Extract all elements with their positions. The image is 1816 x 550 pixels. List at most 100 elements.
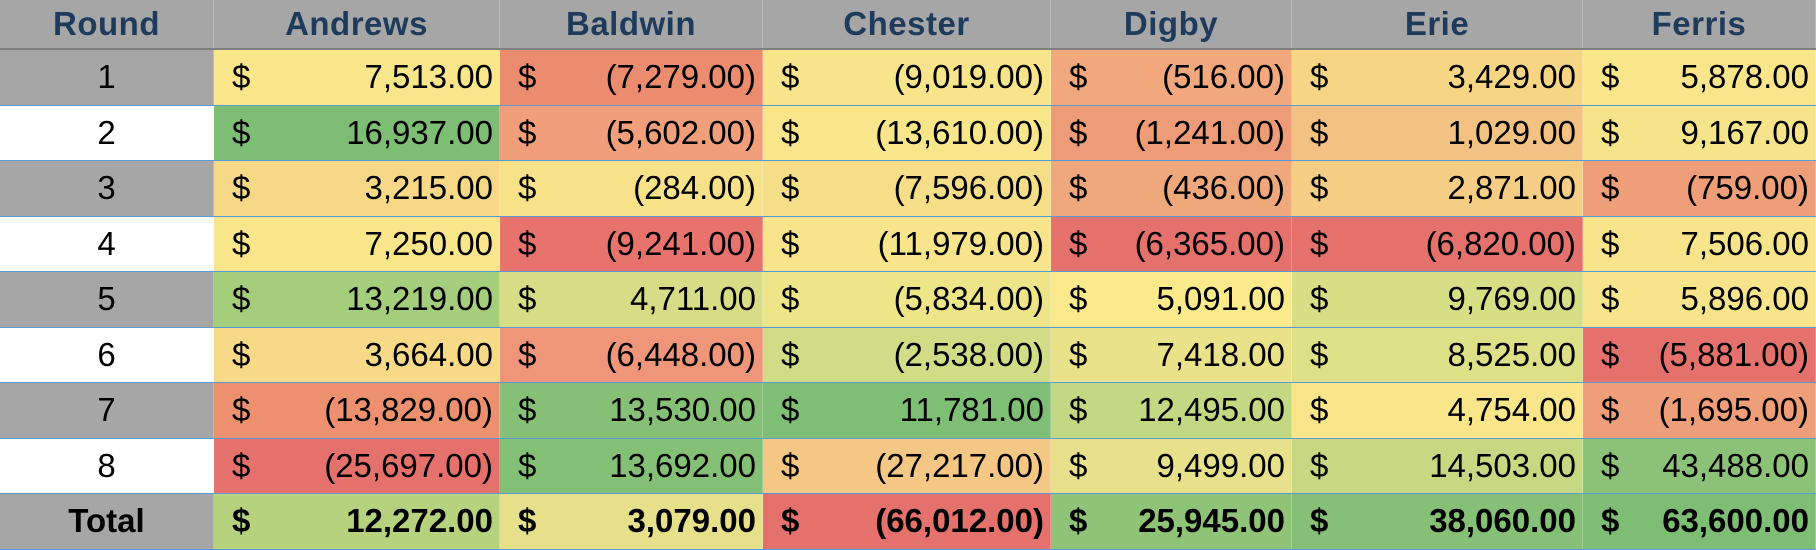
column-header-digby[interactable]: Digby [1051, 0, 1292, 48]
column-header-chester[interactable]: Chester [763, 0, 1051, 48]
cell-andrews[interactable]: $16,937.00 [214, 105, 500, 160]
cell-ferris[interactable]: $5,878.00 [1583, 50, 1816, 105]
cell-andrews[interactable]: $7,250.00 [214, 216, 500, 271]
cell-ferris[interactable]: $43,488.00 [1583, 438, 1816, 493]
currency-symbol: $ [1310, 502, 1329, 540]
cell-chester[interactable]: $ (2,538.00) [763, 327, 1051, 382]
row-label-cell[interactable]: 1 [0, 50, 214, 105]
table-row: 8 $ (25,697.00) $13,692.00 $ (27,217.00) $9,49… [0, 438, 1816, 494]
cell-erie[interactable]: $14,503.00 [1292, 438, 1583, 493]
cell-baldwin[interactable]: $ (6,448.00) [500, 327, 763, 382]
cell-ferris[interactable]: $5,896.00 [1583, 272, 1816, 327]
cell-digby[interactable]: $ (1,241.00) [1051, 105, 1292, 160]
cell-ferris[interactable]: $9,167.00 [1583, 105, 1816, 160]
cell-chester[interactable]: $11,781.00 [763, 383, 1051, 438]
cell-chester[interactable]: $ (11,979.00) [763, 216, 1051, 271]
cell-andrews[interactable]: $ (25,697.00) [214, 438, 500, 493]
cell-digby[interactable]: $ (436.00) [1051, 161, 1292, 216]
currency-symbol: $ [781, 169, 800, 207]
cell-ferris[interactable]: $ (1,695.00) [1583, 383, 1816, 438]
cell-andrews[interactable]: $ (13,829.00) [214, 383, 500, 438]
column-header-round[interactable]: Round [0, 0, 214, 48]
cell-digby[interactable]: $25,945.00 [1051, 494, 1292, 549]
cell-value: 2,871.00 [1447, 169, 1576, 207]
cell-value: 5,878.00 [1680, 58, 1809, 96]
cell-chester[interactable]: $ (27,217.00) [763, 438, 1051, 493]
cell-value: 3,215.00 [364, 169, 493, 207]
cell-digby[interactable]: $9,499.00 [1051, 438, 1292, 493]
cell-chester[interactable]: $ (66,012.00) [763, 494, 1051, 549]
cell-erie[interactable]: $8,525.00 [1292, 327, 1583, 382]
cell-digby[interactable]: $12,495.00 [1051, 383, 1292, 438]
cell-ferris[interactable]: $7,506.00 [1583, 216, 1816, 271]
currency-symbol: $ [1601, 502, 1620, 540]
currency-symbol: $ [781, 224, 800, 262]
cell-erie[interactable]: $1,029.00 [1292, 105, 1583, 160]
cell-baldwin[interactable]: $ (284.00) [500, 161, 763, 216]
cell-value: 14,503.00 [1429, 446, 1576, 484]
currency-symbol: $ [518, 113, 537, 151]
cell-andrews[interactable]: $13,219.00 [214, 272, 500, 327]
cell-baldwin[interactable]: $3,079.00 [500, 494, 763, 549]
column-header-andrews[interactable]: Andrews [214, 0, 500, 48]
cell-value: 5,091.00 [1156, 280, 1285, 318]
cell-ferris[interactable]: $ (5,881.00) [1583, 327, 1816, 382]
currency-symbol: $ [781, 502, 800, 540]
row-label-cell[interactable]: 7 [0, 383, 214, 438]
table-row: 6 $3,664.00 $ (6,448.00) $ (2,538.00) $7,418.0… [0, 327, 1816, 383]
row-label-cell[interactable]: Total [0, 494, 214, 549]
cell-erie[interactable]: $4,754.00 [1292, 383, 1583, 438]
cell-erie[interactable]: $9,769.00 [1292, 272, 1583, 327]
cell-chester[interactable]: $ (7,596.00) [763, 161, 1051, 216]
cell-baldwin[interactable]: $13,692.00 [500, 438, 763, 493]
cell-ferris[interactable]: $63,600.00 [1583, 494, 1816, 549]
cell-baldwin[interactable]: $ (7,279.00) [500, 50, 763, 105]
cell-andrews[interactable]: $3,215.00 [214, 161, 500, 216]
currency-symbol: $ [518, 169, 537, 207]
cell-chester[interactable]: $ (5,834.00) [763, 272, 1051, 327]
cell-andrews[interactable]: $3,664.00 [214, 327, 500, 382]
column-header-erie[interactable]: Erie [1292, 0, 1583, 48]
cell-erie[interactable]: $ (6,820.00) [1292, 216, 1583, 271]
cell-digby[interactable]: $7,418.00 [1051, 327, 1292, 382]
cell-value: 3,079.00 [627, 502, 756, 540]
column-header-baldwin[interactable]: Baldwin [500, 0, 763, 48]
cell-baldwin[interactable]: $4,711.00 [500, 272, 763, 327]
currency-symbol: $ [518, 224, 537, 262]
currency-symbol: $ [1069, 58, 1088, 96]
currency-symbol: $ [1069, 280, 1088, 318]
cell-baldwin[interactable]: $ (9,241.00) [500, 216, 763, 271]
row-label-cell[interactable]: 4 [0, 216, 214, 271]
cell-erie[interactable]: $2,871.00 [1292, 161, 1583, 216]
currency-symbol: $ [1069, 335, 1088, 373]
cell-digby[interactable]: $5,091.00 [1051, 272, 1292, 327]
cell-erie[interactable]: $38,060.00 [1292, 494, 1583, 549]
cell-value: 4,711.00 [629, 280, 756, 318]
cell-value: 3,429.00 [1447, 58, 1576, 96]
cell-chester[interactable]: $ (13,610.00) [763, 105, 1051, 160]
cell-digby[interactable]: $ (516.00) [1051, 50, 1292, 105]
cell-value: 11,781.00 [899, 391, 1044, 429]
cell-chester[interactable]: $ (9,019.00) [763, 50, 1051, 105]
cell-baldwin[interactable]: $ (5,602.00) [500, 105, 763, 160]
cell-value: 9,499.00 [1156, 446, 1285, 484]
row-label-cell[interactable]: 8 [0, 438, 214, 493]
currency-symbol: $ [781, 335, 800, 373]
currency-symbol: $ [232, 58, 251, 96]
cell-andrews[interactable]: $7,513.00 [214, 50, 500, 105]
cell-baldwin[interactable]: $13,530.00 [500, 383, 763, 438]
header-row: Round Andrews Baldwin Chester Digby Erie… [0, 0, 1816, 50]
currency-symbol: $ [1310, 391, 1329, 429]
row-label-cell[interactable]: 2 [0, 105, 214, 160]
cell-digby[interactable]: $ (6,365.00) [1051, 216, 1292, 271]
row-label-cell[interactable]: 5 [0, 272, 214, 327]
currency-symbol: $ [781, 391, 800, 429]
currency-symbol: $ [232, 113, 251, 151]
column-header-ferris[interactable]: Ferris [1583, 0, 1816, 48]
cell-andrews[interactable]: $12,272.00 [214, 494, 500, 549]
row-label-cell[interactable]: 3 [0, 161, 214, 216]
row-label-cell[interactable]: 6 [0, 327, 214, 382]
cell-ferris[interactable]: $ (759.00) [1583, 161, 1816, 216]
cell-erie[interactable]: $3,429.00 [1292, 50, 1583, 105]
currency-symbol: $ [1310, 169, 1329, 207]
